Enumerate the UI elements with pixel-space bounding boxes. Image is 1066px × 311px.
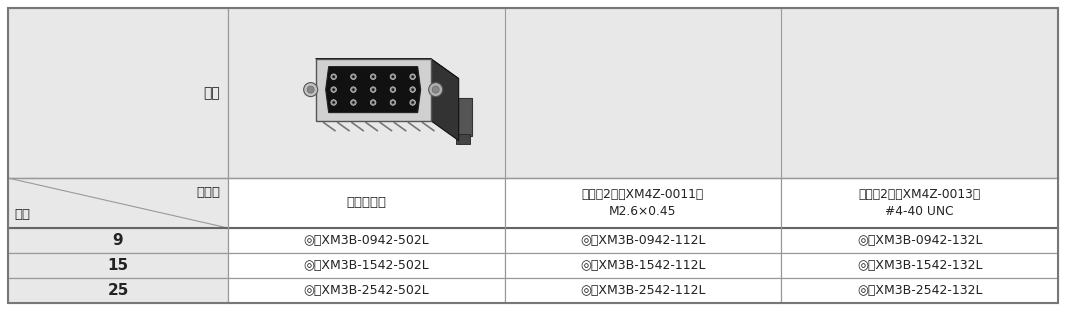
Circle shape [352,76,355,78]
Text: 極数: 極数 [14,207,30,220]
Circle shape [304,83,318,97]
Text: #4-40 UNC: #4-40 UNC [886,205,954,218]
Text: ◎形XM3B-1542-132L: ◎形XM3B-1542-132L [857,259,983,272]
Bar [9,178,228,228]
Circle shape [390,87,395,92]
Bar [9,278,228,303]
Bar [781,178,1057,228]
Text: ◎形XM3B-2542-112L: ◎形XM3B-2542-112L [580,284,706,297]
Bar [504,278,781,303]
Bar [228,8,1057,178]
Circle shape [411,88,414,91]
Circle shape [330,100,337,105]
Circle shape [432,86,439,93]
Text: ◎形XM3B-2542-132L: ◎形XM3B-2542-132L [857,284,983,297]
Bar [228,228,504,253]
Bar [9,228,228,253]
Text: 15: 15 [108,258,129,273]
Polygon shape [326,67,421,113]
Circle shape [333,88,335,91]
Circle shape [372,76,374,78]
Circle shape [411,101,414,104]
Circle shape [390,100,395,105]
Polygon shape [316,58,458,79]
Text: ◎形XM3B-0942-502L: ◎形XM3B-0942-502L [304,234,430,247]
Bar [781,278,1057,303]
Bar [454,98,471,136]
Bar [9,8,228,178]
Text: ◎形XM3B-0942-132L: ◎形XM3B-0942-132L [857,234,983,247]
Bar [228,178,504,228]
Bar [228,253,504,278]
Circle shape [391,76,394,78]
Polygon shape [431,58,458,141]
Circle shape [372,88,374,91]
Circle shape [372,101,374,104]
Bar [504,228,781,253]
Circle shape [409,100,416,105]
Bar [9,253,228,278]
Circle shape [391,101,394,104]
Bar [781,253,1057,278]
Circle shape [429,83,442,97]
Text: 形状: 形状 [204,86,220,100]
Circle shape [351,87,356,92]
Text: 25: 25 [108,283,129,298]
Text: 固定具なし: 固定具なし [346,197,386,210]
Bar [228,278,504,303]
Circle shape [330,74,337,80]
Text: 付属品: 付属品 [196,187,220,199]
Text: ◎形XM3B-1542-112L: ◎形XM3B-1542-112L [580,259,706,272]
Bar [504,253,781,278]
Text: 固定具2（形XM4Z-0011）: 固定具2（形XM4Z-0011） [582,188,705,201]
Polygon shape [316,58,431,121]
Circle shape [409,87,416,92]
Bar [455,134,470,144]
Circle shape [411,76,414,78]
Text: ◎形XM3B-1542-502L: ◎形XM3B-1542-502L [304,259,430,272]
Text: 固定具2（形XM4Z-0013）: 固定具2（形XM4Z-0013） [858,188,981,201]
Circle shape [307,86,314,93]
Text: ◎形XM3B-2542-502L: ◎形XM3B-2542-502L [304,284,430,297]
Text: ◎形XM3B-0942-112L: ◎形XM3B-0942-112L [580,234,706,247]
Circle shape [370,100,376,105]
Bar [504,178,781,228]
Circle shape [330,87,337,92]
Text: 9: 9 [113,233,124,248]
Circle shape [409,74,416,80]
Circle shape [370,74,376,80]
Text: M2.6×0.45: M2.6×0.45 [610,205,677,218]
Circle shape [333,101,335,104]
Circle shape [333,76,335,78]
Circle shape [370,87,376,92]
Circle shape [351,100,356,105]
Circle shape [352,101,355,104]
Circle shape [352,88,355,91]
Circle shape [390,74,395,80]
Circle shape [351,74,356,80]
Circle shape [391,88,394,91]
Bar [781,228,1057,253]
